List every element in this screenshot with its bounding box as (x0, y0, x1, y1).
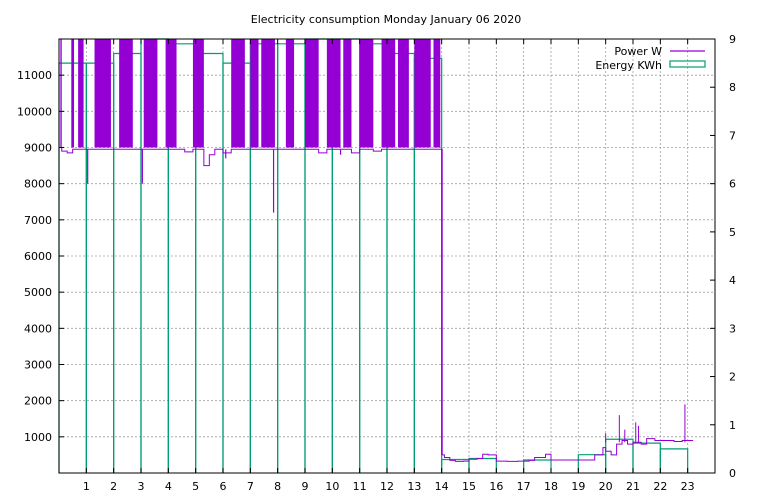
y2-tick-label-2: 2 (729, 371, 736, 384)
legend-label-power: Power W (614, 45, 662, 58)
y-tick-label-9000: 9000 (24, 142, 52, 155)
power-spike-band-10 (261, 39, 275, 148)
y-tick-label-1000: 1000 (24, 431, 52, 444)
x-tick-label-5: 5 (192, 480, 199, 493)
power-spike-band-2 (78, 39, 84, 148)
x-tick-label-1: 1 (83, 480, 90, 493)
y-tick-label-10000: 10000 (17, 105, 52, 118)
legend: Power W Energy KWh (595, 45, 706, 72)
energy-bar-15 (468, 457, 497, 473)
power-spike-band-0 (60, 39, 62, 148)
y-tick-label-3000: 3000 (24, 359, 52, 372)
energy-bar-17 (523, 459, 552, 473)
power-spike-band-17 (397, 39, 409, 148)
x-tick-label-11: 11 (353, 480, 367, 493)
x-tick-label-3: 3 (138, 480, 145, 493)
y2-tick-label-6: 6 (729, 178, 736, 191)
power-spike-band-12 (305, 39, 319, 148)
y2-tick-label-4: 4 (729, 274, 736, 287)
power-spike-band-15 (359, 39, 374, 148)
power-baseline (59, 147, 694, 462)
power-line (59, 39, 694, 462)
power-spike-band-11 (285, 39, 295, 148)
y2-tick-label-8: 8 (729, 81, 736, 94)
power-spike-band-18 (414, 39, 431, 148)
y-tick-label-8000: 8000 (24, 178, 52, 191)
y2-tick-label-3: 3 (729, 322, 736, 335)
x-tick-label-12: 12 (380, 480, 394, 493)
x-tick-label-9: 9 (302, 480, 309, 493)
x-tick-label-22: 22 (653, 480, 667, 493)
y2-tick-label-0: 0 (729, 467, 736, 480)
power-spike-band-5 (143, 39, 158, 148)
power-spike-band-19 (433, 39, 441, 148)
x-tick-label-10: 10 (325, 480, 339, 493)
x-tick-label-7: 7 (247, 480, 254, 493)
x-tick-label-13: 13 (407, 480, 421, 493)
x-tick-label-6: 6 (220, 480, 227, 493)
y2-tick-label-9: 9 (729, 33, 736, 46)
power-spike-band-16 (381, 39, 396, 148)
x-tick-label-17: 17 (517, 480, 531, 493)
y-tick-label-5000: 5000 (24, 286, 52, 299)
legend-swatch-energy (669, 60, 706, 68)
power-spike-band-13 (326, 39, 341, 148)
x-tick-label-18: 18 (544, 480, 558, 493)
power-spike-band-7 (192, 39, 204, 148)
power-spike-band-1 (71, 39, 75, 148)
x-tick-label-8: 8 (274, 480, 281, 493)
power-spike-band-6 (165, 39, 177, 148)
x-tick-label-16: 16 (489, 480, 503, 493)
y-axis-ticks: 1000 2000 3000 4000 5000 6000 7000 8000 9000 1000… (17, 69, 64, 444)
power-spike-band-9 (250, 39, 259, 148)
energy-bar-21 (632, 442, 661, 473)
y2-tick-label-7: 7 (729, 129, 736, 142)
energy-bar-19 (577, 454, 607, 473)
y-tick-label-2000: 2000 (24, 395, 52, 408)
x-tick-label-14: 14 (435, 480, 449, 493)
x-tick-label-23: 23 (681, 480, 695, 493)
power-spike-band-8 (231, 39, 245, 148)
x-tick-label-19: 19 (571, 480, 585, 493)
x-tick-label-15: 15 (462, 480, 476, 493)
x-tick-label-21: 21 (626, 480, 640, 493)
energy-bar-22 (659, 448, 689, 473)
y2-tick-label-1: 1 (729, 419, 736, 432)
x-tick-label-20: 20 (599, 480, 613, 493)
y-tick-label-6000: 6000 (24, 250, 52, 263)
x-tick-label-4: 4 (165, 480, 172, 493)
chart-title: Electricity consumption Monday January 0… (251, 13, 521, 26)
power-spike-band-3 (94, 39, 111, 148)
y2-tick-label-5: 5 (729, 226, 736, 239)
legend-label-energy: Energy KWh (595, 59, 662, 72)
x-axis-ticks: 1 2 3 4 5 6 7 8 9 10 11 12 13 14 15 16 17 18 19 20 21 22 23 (83, 39, 695, 493)
power-spike-band-4 (119, 39, 133, 148)
x-tick-label-2: 2 (110, 480, 117, 493)
y2-axis-ticks: 0 1 2 3 4 5 6 7 8 9 (710, 33, 736, 480)
y-tick-label-7000: 7000 (24, 214, 52, 227)
y-tick-label-4000: 4000 (24, 322, 52, 335)
y-tick-label-11000: 11000 (17, 69, 52, 82)
power-spike-band-14 (343, 39, 352, 148)
